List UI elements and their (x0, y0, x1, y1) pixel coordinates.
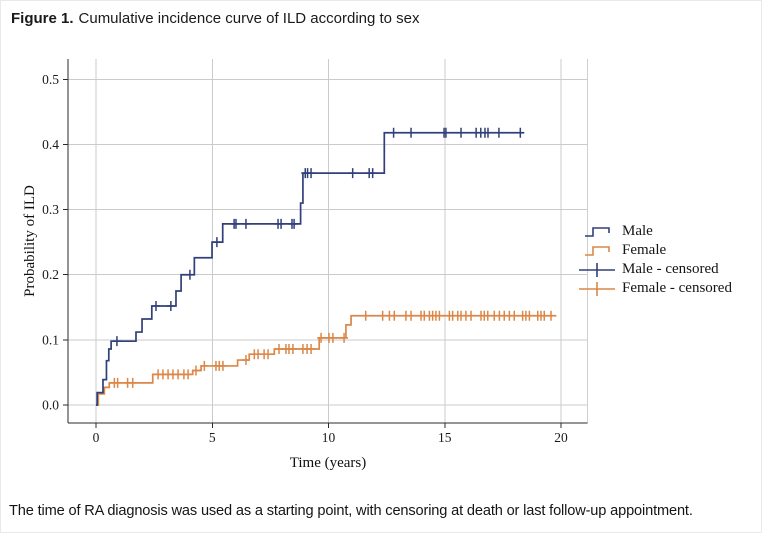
female-censor-mark (378, 310, 387, 321)
female-censored-icon (579, 281, 615, 296)
male-censor-mark (389, 127, 398, 138)
male-censor-mark (166, 300, 175, 311)
female-censor-mark (340, 332, 349, 343)
female-censor-mark (435, 310, 444, 321)
male-censor-mark (407, 127, 416, 138)
y-tick-label: 0.2 (42, 267, 59, 282)
female-censor-mark (128, 377, 137, 388)
legend-label: Female - censored (622, 280, 732, 296)
female-censor-mark (407, 310, 416, 321)
male-censor-mark (368, 168, 377, 179)
legend-label: Male (622, 223, 653, 239)
y-tick-label: 0.3 (42, 202, 59, 217)
legend-label: Female (622, 242, 667, 258)
male-censor-mark (185, 269, 194, 280)
male-censor-mark (457, 127, 466, 138)
female-censor-mark (113, 377, 122, 388)
y-tick-label: 0.5 (42, 72, 59, 87)
female-censor-mark (317, 332, 326, 343)
series-group (96, 127, 557, 406)
female-censor-mark (184, 369, 193, 380)
y-tick-label: 0.0 (42, 398, 59, 413)
female-censor-mark (191, 365, 200, 376)
figure-title: Figure 1. Cumulative incidence curve of I… (11, 10, 420, 27)
y-tick-label: 0.1 (42, 332, 59, 347)
legend-item-male-censored: Male - censored (579, 260, 732, 279)
y-tick-label: 0.4 (42, 137, 59, 152)
female-censor-mark (274, 343, 283, 354)
male-censor-mark (483, 127, 492, 138)
female-censor-mark (328, 332, 337, 343)
female-censor-mark (241, 355, 250, 366)
male-censor-mark (212, 237, 221, 248)
male-censor-mark (441, 127, 450, 138)
female-step-icon (585, 245, 610, 256)
female-curve (96, 314, 557, 406)
female-censor-mark (288, 343, 297, 354)
male-censor-mark (307, 168, 316, 179)
female-censor-mark (467, 310, 476, 321)
x-tick-label: 10 (322, 430, 336, 445)
legend-item-female-censored: Female - censored (579, 279, 732, 298)
male-censor-mark (231, 218, 240, 229)
legend-item-female: Female (579, 241, 732, 260)
x-tick-label: 15 (438, 430, 452, 445)
figure-caption: The time of RA diagnosis was used as a s… (9, 503, 693, 519)
male-censor-mark (151, 300, 160, 311)
female-censor-mark (307, 343, 316, 354)
female-censor-mark (264, 349, 273, 360)
x-tick-label: 0 (93, 430, 100, 445)
male-censor-mark (277, 218, 286, 229)
male-curve (96, 131, 524, 406)
gridlines-group (68, 59, 588, 423)
male-step-icon (585, 226, 610, 237)
female-censor-mark (540, 310, 549, 321)
legend-label: Male - censored (622, 261, 719, 277)
male-censored-icon (579, 262, 615, 277)
figure-label: Figure 1. (11, 10, 74, 27)
male-censor-mark (112, 336, 121, 347)
x-tick-label: 20 (554, 430, 568, 445)
male-censor-mark (494, 127, 503, 138)
male-censor-mark (516, 127, 525, 138)
ticks-group: 0 5 10 15 20 0.0 0.1 0.2 0.3 0.4 0.5 (42, 72, 568, 445)
male-censor-mark (348, 168, 357, 179)
y-axis-title: Probability of ILD (22, 185, 38, 297)
female-censor-mark (218, 360, 227, 371)
legend: Male Female Male - censored Female - cen… (579, 222, 732, 298)
male-censor-mark (290, 218, 299, 229)
figure-title-text: Cumulative incidence curve of ILD accord… (78, 10, 420, 27)
female-censor-mark (510, 310, 519, 321)
x-axis-title: Time (years) (290, 455, 367, 471)
female-censor-mark (390, 310, 399, 321)
male-censor-mark (241, 218, 250, 229)
female-censor-mark (547, 310, 556, 321)
female-censor-mark (361, 310, 370, 321)
legend-item-male: Male (579, 222, 732, 241)
female-censor-mark (200, 360, 209, 371)
female-censor-mark (525, 310, 534, 321)
x-tick-label: 5 (209, 430, 216, 445)
